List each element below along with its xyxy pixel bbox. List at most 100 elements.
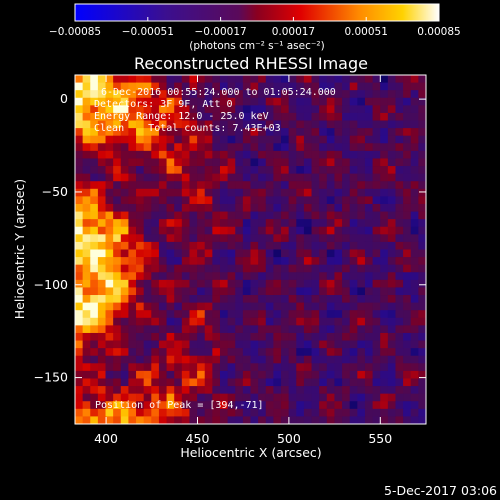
- heatmap-cell: [128, 158, 137, 167]
- heatmap-cell: [204, 90, 213, 99]
- heatmap-cell: [136, 97, 145, 106]
- heatmap-cell: [235, 302, 244, 311]
- heatmap-cell: [212, 355, 221, 364]
- heatmap-cell: [212, 188, 221, 197]
- heatmap-cell: [189, 166, 198, 175]
- heatmap-cell: [219, 401, 229, 410]
- heatmap-cell: [319, 279, 328, 288]
- heatmap-cell: [319, 302, 328, 311]
- heatmap-cell: [212, 166, 221, 175]
- heatmap-cell: [227, 257, 236, 266]
- heatmap-cell: [136, 317, 145, 326]
- heatmap-cell: [151, 97, 160, 106]
- heatmap-cell: [75, 120, 84, 129]
- heatmap-cell: [90, 75, 99, 83]
- heatmap-cell: [296, 226, 305, 235]
- heatmap-cell: [90, 257, 99, 266]
- heatmap-cell: [219, 112, 229, 121]
- heatmap-cell: [166, 401, 175, 410]
- heatmap-cell: [181, 355, 190, 364]
- heatmap-cell: [250, 370, 259, 379]
- heatmap-cell: [311, 158, 320, 167]
- heatmap-cell: [357, 363, 366, 372]
- heatmap-cell: [403, 317, 412, 326]
- heatmap-cell: [364, 135, 373, 144]
- heatmap-cell: [189, 112, 198, 121]
- heatmap-cell: [181, 226, 190, 235]
- heatmap-cell: [128, 196, 137, 205]
- heatmap-cell: [296, 249, 305, 258]
- heatmap-cell: [197, 272, 206, 281]
- heatmap-cell: [181, 75, 190, 83]
- heatmap-cell: [151, 408, 160, 417]
- heatmap-cell: [212, 363, 221, 372]
- heatmap-cell: [273, 203, 282, 212]
- heatmap-cell: [219, 97, 229, 106]
- heatmap-cell: [128, 135, 137, 144]
- heatmap-cell: [311, 135, 320, 144]
- heatmap-cell: [273, 325, 282, 334]
- heatmap-cell: [410, 105, 419, 114]
- heatmap-cell: [326, 340, 335, 349]
- heatmap-cell: [197, 112, 206, 121]
- heatmap-cell: [227, 143, 236, 152]
- heatmap-cell: [136, 75, 145, 83]
- heatmap-cell: [288, 90, 297, 99]
- heatmap-cell: [197, 158, 206, 167]
- heatmap-cell: [273, 181, 282, 190]
- colorbar-tick-label: −0.00085: [49, 26, 101, 38]
- heatmap-cell: [235, 128, 244, 137]
- heatmap-cell: [296, 158, 305, 167]
- heatmap-cell: [174, 90, 183, 99]
- heatmap-cell: [90, 393, 99, 402]
- heatmap-cell: [189, 249, 198, 258]
- heatmap-cell: [364, 120, 373, 129]
- heatmap-cell: [296, 90, 305, 99]
- heatmap-cell: [250, 75, 259, 83]
- heatmap-cell: [349, 295, 358, 304]
- heatmap-cell: [258, 112, 267, 121]
- heatmap-cell: [204, 234, 213, 243]
- heatmap-cell: [136, 150, 145, 159]
- heatmap-cell: [174, 287, 183, 296]
- heatmap-cell: [227, 203, 236, 212]
- heatmap-cell: [258, 181, 267, 190]
- heatmap-cell: [303, 378, 312, 387]
- heatmap-cell: [334, 226, 343, 235]
- heatmap-cell: [387, 203, 396, 212]
- heatmap-cell: [120, 135, 129, 144]
- heatmap-cell: [189, 287, 198, 296]
- heatmap-cell: [380, 317, 389, 326]
- heatmap-cell: [181, 249, 190, 258]
- heatmap-cell: [75, 241, 84, 250]
- heatmap-cell: [158, 378, 167, 387]
- heatmap-cell: [387, 363, 396, 372]
- heatmap-cell: [143, 310, 152, 319]
- heatmap-cell: [372, 287, 381, 296]
- heatmap-cell: [235, 90, 244, 99]
- heatmap-cell: [265, 82, 274, 91]
- heatmap-cell: [311, 287, 320, 296]
- heatmap-cell: [204, 408, 213, 417]
- heatmap-cell: [311, 317, 320, 326]
- heatmap-cell: [174, 302, 183, 311]
- heatmap-cell: [334, 325, 343, 334]
- heatmap-cell: [273, 302, 282, 311]
- heatmap-cell: [319, 128, 328, 137]
- heatmap-cell: [227, 219, 236, 228]
- colorbar-tick-label: 0.00017: [272, 26, 315, 38]
- heatmap-cell: [82, 355, 91, 364]
- heatmap-cell: [303, 249, 312, 258]
- heatmap-cell: [288, 105, 297, 114]
- heatmap-cell: [326, 203, 335, 212]
- heatmap-cell: [288, 302, 297, 311]
- heatmap-cell: [288, 241, 297, 250]
- heatmap-cell: [418, 264, 426, 273]
- heatmap-cell: [235, 370, 244, 379]
- heatmap-cell: [250, 196, 259, 205]
- heatmap-cell: [387, 135, 396, 144]
- heatmap-cell: [158, 211, 167, 220]
- heatmap-cell: [75, 332, 84, 341]
- heatmap-cell: [319, 219, 328, 228]
- heatmap-cell: [151, 75, 160, 83]
